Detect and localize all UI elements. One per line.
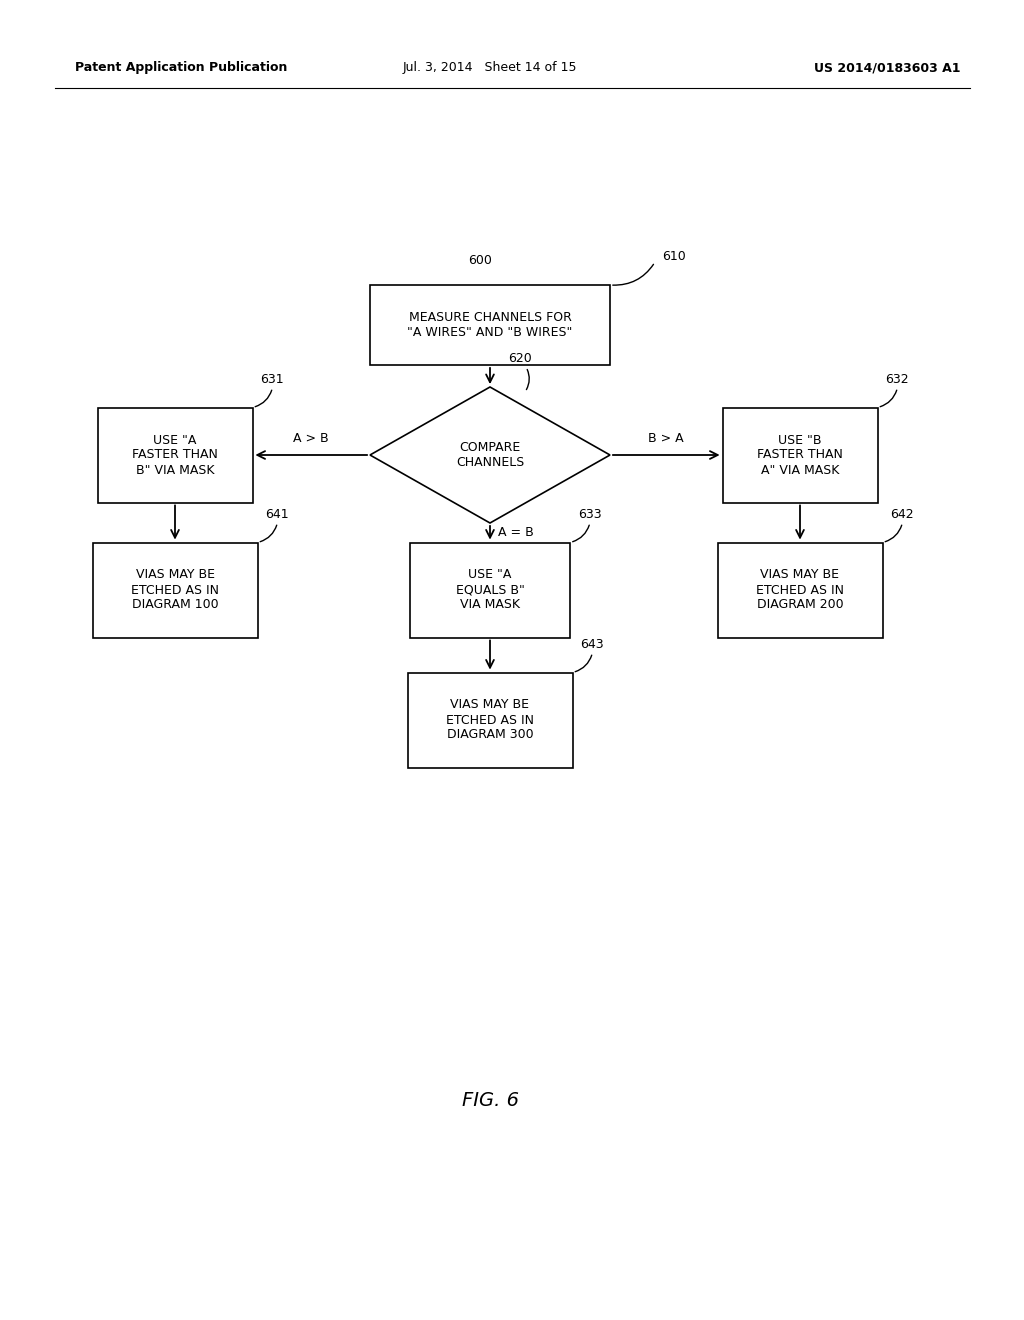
Text: B > A: B > A	[648, 432, 684, 445]
Text: 620: 620	[508, 352, 531, 366]
FancyBboxPatch shape	[408, 672, 572, 767]
FancyBboxPatch shape	[97, 408, 253, 503]
Text: 632: 632	[886, 374, 909, 385]
Text: 643: 643	[581, 638, 604, 651]
Text: A = B: A = B	[498, 527, 534, 540]
FancyBboxPatch shape	[92, 543, 257, 638]
Text: VIAS MAY BE
ETCHED AS IN
DIAGRAM 200: VIAS MAY BE ETCHED AS IN DIAGRAM 200	[756, 569, 844, 611]
Text: 633: 633	[578, 508, 602, 521]
Text: VIAS MAY BE
ETCHED AS IN
DIAGRAM 100: VIAS MAY BE ETCHED AS IN DIAGRAM 100	[131, 569, 219, 611]
Polygon shape	[370, 387, 610, 523]
FancyBboxPatch shape	[723, 408, 878, 503]
FancyBboxPatch shape	[718, 543, 883, 638]
Text: A > B: A > B	[294, 432, 329, 445]
Text: 600: 600	[468, 253, 492, 267]
FancyBboxPatch shape	[410, 543, 570, 638]
Text: COMPARE
CHANNELS: COMPARE CHANNELS	[456, 441, 524, 469]
Text: 642: 642	[891, 508, 914, 521]
Text: US 2014/0183603 A1: US 2014/0183603 A1	[813, 62, 961, 74]
Text: Jul. 3, 2014   Sheet 14 of 15: Jul. 3, 2014 Sheet 14 of 15	[402, 62, 578, 74]
Text: USE "B
FASTER THAN
A" VIA MASK: USE "B FASTER THAN A" VIA MASK	[757, 433, 843, 477]
Text: USE "A
FASTER THAN
B" VIA MASK: USE "A FASTER THAN B" VIA MASK	[132, 433, 218, 477]
Text: USE "A
EQUALS B"
VIA MASK: USE "A EQUALS B" VIA MASK	[456, 569, 524, 611]
Text: Patent Application Publication: Patent Application Publication	[75, 62, 288, 74]
Text: FIG. 6: FIG. 6	[462, 1090, 518, 1110]
FancyBboxPatch shape	[370, 285, 610, 366]
Text: MEASURE CHANNELS FOR
"A WIRES" AND "B WIRES": MEASURE CHANNELS FOR "A WIRES" AND "B WI…	[408, 312, 572, 339]
Text: 610: 610	[662, 251, 686, 264]
Text: 641: 641	[265, 508, 289, 521]
Text: VIAS MAY BE
ETCHED AS IN
DIAGRAM 300: VIAS MAY BE ETCHED AS IN DIAGRAM 300	[446, 698, 534, 742]
Text: 631: 631	[260, 374, 284, 385]
